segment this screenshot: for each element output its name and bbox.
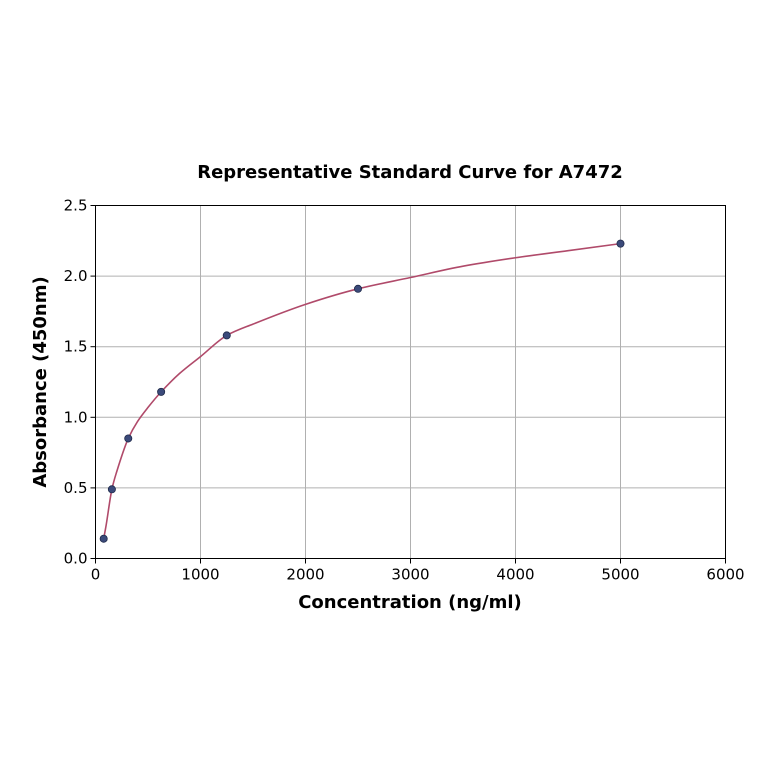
x-tick-label: 2000 (286, 566, 324, 584)
x-tick-label: 1000 (181, 566, 219, 584)
data-point (222, 331, 231, 340)
x-axis-ticks: 0 1000 2000 3000 4000 5000 6000 (91, 558, 745, 584)
x-axis-label: Concentration (ng/ml) (298, 592, 522, 613)
x-tick-label: 5000 (601, 566, 639, 584)
x-tick-label: 3000 (391, 566, 429, 584)
data-point (107, 485, 116, 494)
y-axis-label: Absorbance (450nm) (30, 276, 51, 487)
grid-lines (95, 205, 726, 559)
chart-title: Representative Standard Curve for A7472 (197, 162, 623, 183)
data-point (616, 239, 625, 248)
data-point (157, 387, 166, 396)
data-points-layer (99, 239, 625, 543)
x-tick-label: 6000 (706, 566, 744, 584)
x-tick-label: 4000 (496, 566, 534, 584)
y-tick-label: 1.0 (64, 408, 88, 426)
y-tick-label: 1.5 (64, 338, 88, 356)
data-point (99, 534, 108, 543)
data-point (124, 434, 133, 443)
y-tick-label: 2.0 (64, 267, 88, 285)
fit-curve-layer (102, 242, 621, 539)
y-tick-label: 0.5 (64, 479, 88, 497)
y-tick-label: 2.5 (64, 197, 88, 215)
y-tick-label: 0.0 (64, 550, 88, 568)
fit-curve-line (102, 242, 621, 539)
y-axis-ticks: 0.0 0.5 1.0 1.5 2.0 2.5 (64, 197, 96, 568)
x-tick-label: 0 (91, 566, 101, 584)
data-point (353, 284, 362, 293)
